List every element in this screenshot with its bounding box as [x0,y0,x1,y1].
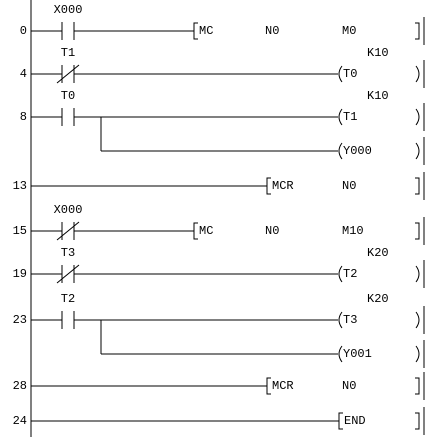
contact-label: T3 [61,246,75,260]
bracket-open [338,412,343,430]
step-number: 13 [13,179,27,193]
instruction-operand: N0 [265,24,279,38]
coil-close [415,65,420,83]
coil-constant: K10 [367,46,389,60]
coil-label: T2 [343,267,357,281]
instruction-operand: MC [199,24,213,38]
contact-nc-slash [56,264,80,284]
contact-label: T1 [61,46,75,60]
coil-open [338,345,343,363]
coil-close [415,108,420,126]
instruction-operand: M10 [342,224,364,238]
coil-constant: K20 [367,246,389,260]
coil-close [415,265,420,283]
instruction-operand: N0 [342,179,356,193]
coil-constant: K20 [367,292,389,306]
instruction-operand: N0 [265,224,279,238]
coil-label: Y000 [343,144,372,158]
step-number: 28 [13,379,27,393]
instruction-operand: M0 [342,24,356,38]
coil-open [338,311,343,329]
coil-open [338,108,343,126]
coil-close [415,345,420,363]
coil-label: T0 [343,67,357,81]
instruction-operand: END [344,414,366,428]
coil-open [338,265,343,283]
bracket-open [266,377,271,395]
instruction-operand: MCR [272,179,294,193]
bracket-close [415,412,420,430]
bracket-open [193,222,198,240]
contact-label: T0 [61,89,75,103]
coil-label: Y001 [343,347,372,361]
contact-nc-slash [56,221,80,241]
bracket-close [415,177,420,195]
coil-open [338,142,343,160]
contact-nc-slash [56,64,80,84]
bracket-close [415,377,420,395]
step-number: 19 [13,267,27,281]
coil-constant: K10 [367,89,389,103]
coil-open [338,65,343,83]
instruction-operand: MC [199,224,213,238]
step-number: 23 [13,313,27,327]
coil-close [415,311,420,329]
step-number: 8 [20,110,27,124]
coil-label: T3 [343,313,357,327]
coil-label: T1 [343,110,357,124]
contact-label: X000 [54,203,83,217]
coil-close [415,142,420,160]
bracket-open [266,177,271,195]
bracket-open [193,22,198,40]
contact-label: X000 [54,3,83,17]
step-number: 24 [13,414,27,428]
step-number: 15 [13,224,27,238]
instruction-operand: MCR [272,379,294,393]
instruction-operand: N0 [342,379,356,393]
step-number: 4 [20,67,27,81]
bracket-close [415,222,420,240]
bracket-close [415,22,420,40]
contact-label: T2 [61,292,75,306]
step-number: 0 [20,24,27,38]
